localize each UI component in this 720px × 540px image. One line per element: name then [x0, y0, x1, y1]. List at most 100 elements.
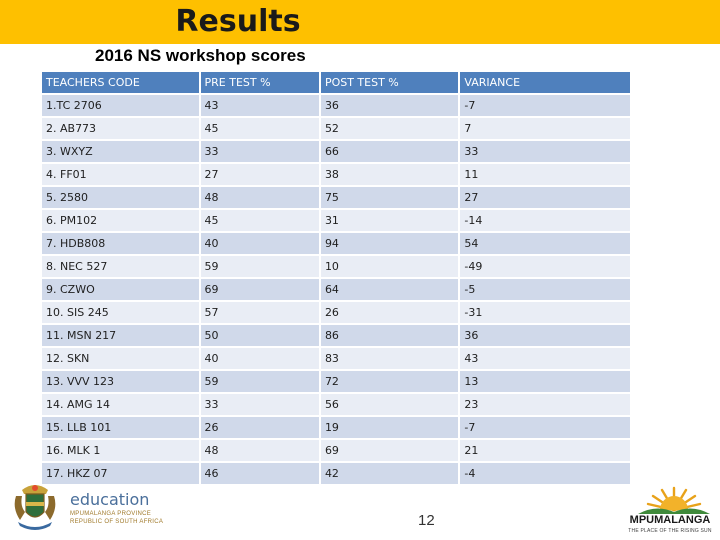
table-row: 8. NEC 527 59 10 -49 [42, 256, 630, 277]
pre-test-cell: 26 [200, 417, 319, 438]
pre-test-cell: 48 [200, 187, 319, 208]
teacher-code-cell: 13. VVV 123 [42, 371, 199, 392]
pre-test-cell: 48 [200, 440, 319, 461]
table-row: 7. HDB808 40 94 54 [42, 233, 630, 254]
variance-cell: 54 [460, 233, 630, 254]
post-test-cell: 31 [320, 210, 459, 231]
variance-cell: 27 [460, 187, 630, 208]
teacher-code-cell: 15. LLB 101 [42, 417, 199, 438]
education-wordmark: education [70, 490, 150, 509]
teacher-code-cell: 3. WXYZ [42, 141, 199, 162]
post-test-cell: 10 [320, 256, 459, 277]
variance-cell: 13 [460, 371, 630, 392]
table-row: 2. AB773 45 52 7 [42, 118, 630, 139]
table-row: 17. HKZ 07 46 42 -4 [42, 463, 630, 484]
table-row: 6. PM102 45 31 -14 [42, 210, 630, 231]
province-label: MPUMALANGA PROVINCE [70, 511, 152, 517]
pre-test-cell: 59 [200, 371, 319, 392]
teacher-code-cell: 12. SKN [42, 348, 199, 369]
teacher-code-cell: 1.TC 2706 [42, 95, 199, 116]
teacher-code-cell: 11. MSN 217 [42, 325, 199, 346]
post-test-cell: 75 [320, 187, 459, 208]
page-subtitle: 2016 NS workshop scores [95, 46, 306, 65]
table-row: 9. CZWO 69 64 -5 [42, 279, 630, 300]
post-test-cell: 69 [320, 440, 459, 461]
teacher-code-cell: 2. AB773 [42, 118, 199, 139]
variance-cell: -31 [460, 302, 630, 323]
table-row: 13. VVV 123 59 72 13 [42, 371, 630, 392]
rising-sun-icon [636, 484, 712, 516]
post-test-cell: 56 [320, 394, 459, 415]
pre-test-cell: 40 [200, 348, 319, 369]
column-header-pre-test: PRE TEST % [200, 72, 319, 93]
table-header-row: TEACHERS CODE PRE TEST % POST TEST % VAR… [42, 72, 630, 93]
pre-test-cell: 33 [200, 394, 319, 415]
post-test-cell: 26 [320, 302, 459, 323]
republic-label: REPUBLIC OF SOUTH AFRICA [70, 519, 164, 525]
post-test-cell: 64 [320, 279, 459, 300]
post-test-cell: 66 [320, 141, 459, 162]
pre-test-cell: 33 [200, 141, 319, 162]
title-bar [0, 0, 720, 44]
pre-test-cell: 59 [200, 256, 319, 277]
variance-cell: -49 [460, 256, 630, 277]
table-row: 4. FF01 27 38 11 [42, 164, 630, 185]
scores-table: TEACHERS CODE PRE TEST % POST TEST % VAR… [40, 70, 632, 486]
variance-cell: -4 [460, 463, 630, 484]
pre-test-cell: 57 [200, 302, 319, 323]
teacher-code-cell: 14. AMG 14 [42, 394, 199, 415]
pre-test-cell: 40 [200, 233, 319, 254]
pre-test-cell: 46 [200, 463, 319, 484]
post-test-cell: 83 [320, 348, 459, 369]
post-test-cell: 19 [320, 417, 459, 438]
table-row: 15. LLB 101 26 19 -7 [42, 417, 630, 438]
teacher-code-cell: 17. HKZ 07 [42, 463, 199, 484]
pre-test-cell: 43 [200, 95, 319, 116]
variance-cell: 36 [460, 325, 630, 346]
teacher-code-cell: 10. SIS 245 [42, 302, 199, 323]
post-test-cell: 86 [320, 325, 459, 346]
post-test-cell: 36 [320, 95, 459, 116]
variance-cell: 33 [460, 141, 630, 162]
post-test-cell: 72 [320, 371, 459, 392]
table-row: 3. WXYZ 33 66 33 [42, 141, 630, 162]
pre-test-cell: 50 [200, 325, 319, 346]
coat-of-arms-icon [8, 482, 63, 534]
table-row: 16. MLK 1 48 69 21 [42, 440, 630, 461]
page-title: Results [175, 4, 301, 39]
variance-cell: 7 [460, 118, 630, 139]
pre-test-cell: 45 [200, 118, 319, 139]
variance-cell: -7 [460, 417, 630, 438]
pre-test-cell: 27 [200, 164, 319, 185]
page-number: 12 [418, 512, 435, 529]
table-row: 5. 2580 48 75 27 [42, 187, 630, 208]
variance-cell: 11 [460, 164, 630, 185]
table-body: 1.TC 2706 43 36 -7 2. AB773 45 52 7 3. WXYZ 33 66 3… [42, 95, 630, 484]
table-row: 14. AMG 14 33 56 23 [42, 394, 630, 415]
table-row: 11. MSN 217 50 86 36 [42, 325, 630, 346]
teacher-code-cell: 7. HDB808 [42, 233, 199, 254]
mpumalanga-tagline: THE PLACE OF THE RISING SUN [628, 528, 712, 534]
teacher-code-cell: 4. FF01 [42, 164, 199, 185]
variance-cell: 23 [460, 394, 630, 415]
teacher-code-cell: 16. MLK 1 [42, 440, 199, 461]
post-test-cell: 42 [320, 463, 459, 484]
post-test-cell: 38 [320, 164, 459, 185]
mpumalanga-wordmark: MPUMALANGA [629, 514, 711, 526]
variance-cell: 43 [460, 348, 630, 369]
variance-cell: 21 [460, 440, 630, 461]
teacher-code-cell: 5. 2580 [42, 187, 199, 208]
table-row: 1.TC 2706 43 36 -7 [42, 95, 630, 116]
table-row: 12. SKN 40 83 43 [42, 348, 630, 369]
variance-cell: -5 [460, 279, 630, 300]
variance-cell: -7 [460, 95, 630, 116]
teacher-code-cell: 6. PM102 [42, 210, 199, 231]
teacher-code-cell: 8. NEC 527 [42, 256, 199, 277]
post-test-cell: 52 [320, 118, 459, 139]
column-header-teachers-code: TEACHERS CODE [42, 72, 199, 93]
pre-test-cell: 45 [200, 210, 319, 231]
table-row: 10. SIS 245 57 26 -31 [42, 302, 630, 323]
column-header-post-test: POST TEST % [320, 72, 459, 93]
column-header-variance: VARIANCE [460, 72, 630, 93]
pre-test-cell: 69 [200, 279, 319, 300]
